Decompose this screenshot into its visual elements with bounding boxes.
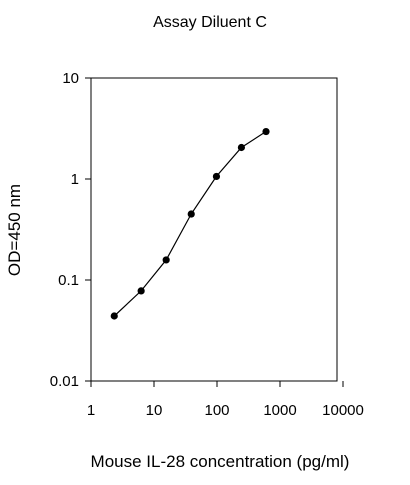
data-point: [137, 287, 145, 295]
y-axis-label: OD=450 nm: [5, 184, 24, 276]
data-point: [110, 312, 118, 320]
data-point: [237, 143, 246, 152]
x-tick-label: 1000: [263, 402, 296, 419]
data-point: [212, 172, 221, 181]
y-tick-label: 10: [62, 70, 79, 87]
x-axis: 1 10 100 1000 10000: [87, 381, 364, 419]
x-tick-label: 10: [146, 402, 163, 419]
plot-area: [90, 77, 338, 382]
y-axis: 0.01 0.1 1 10: [50, 70, 91, 390]
y-tick-label: 1: [71, 171, 79, 188]
series-line: [113, 130, 267, 317]
x-tick-label: 100: [204, 402, 229, 419]
chart-title: Assay Diluent C: [153, 14, 267, 31]
x-axis-label: Mouse IL-28 concentration (pg/ml): [91, 452, 350, 471]
y-tick-label: 0.01: [50, 373, 79, 390]
y-tick-label: 0.1: [58, 272, 79, 289]
x-tick-label: 1: [87, 402, 95, 419]
data-point: [162, 256, 170, 264]
series-points: [110, 127, 270, 320]
data-point: [187, 210, 195, 218]
x-tick-label: 10000: [322, 402, 364, 419]
data-point: [262, 127, 270, 136]
